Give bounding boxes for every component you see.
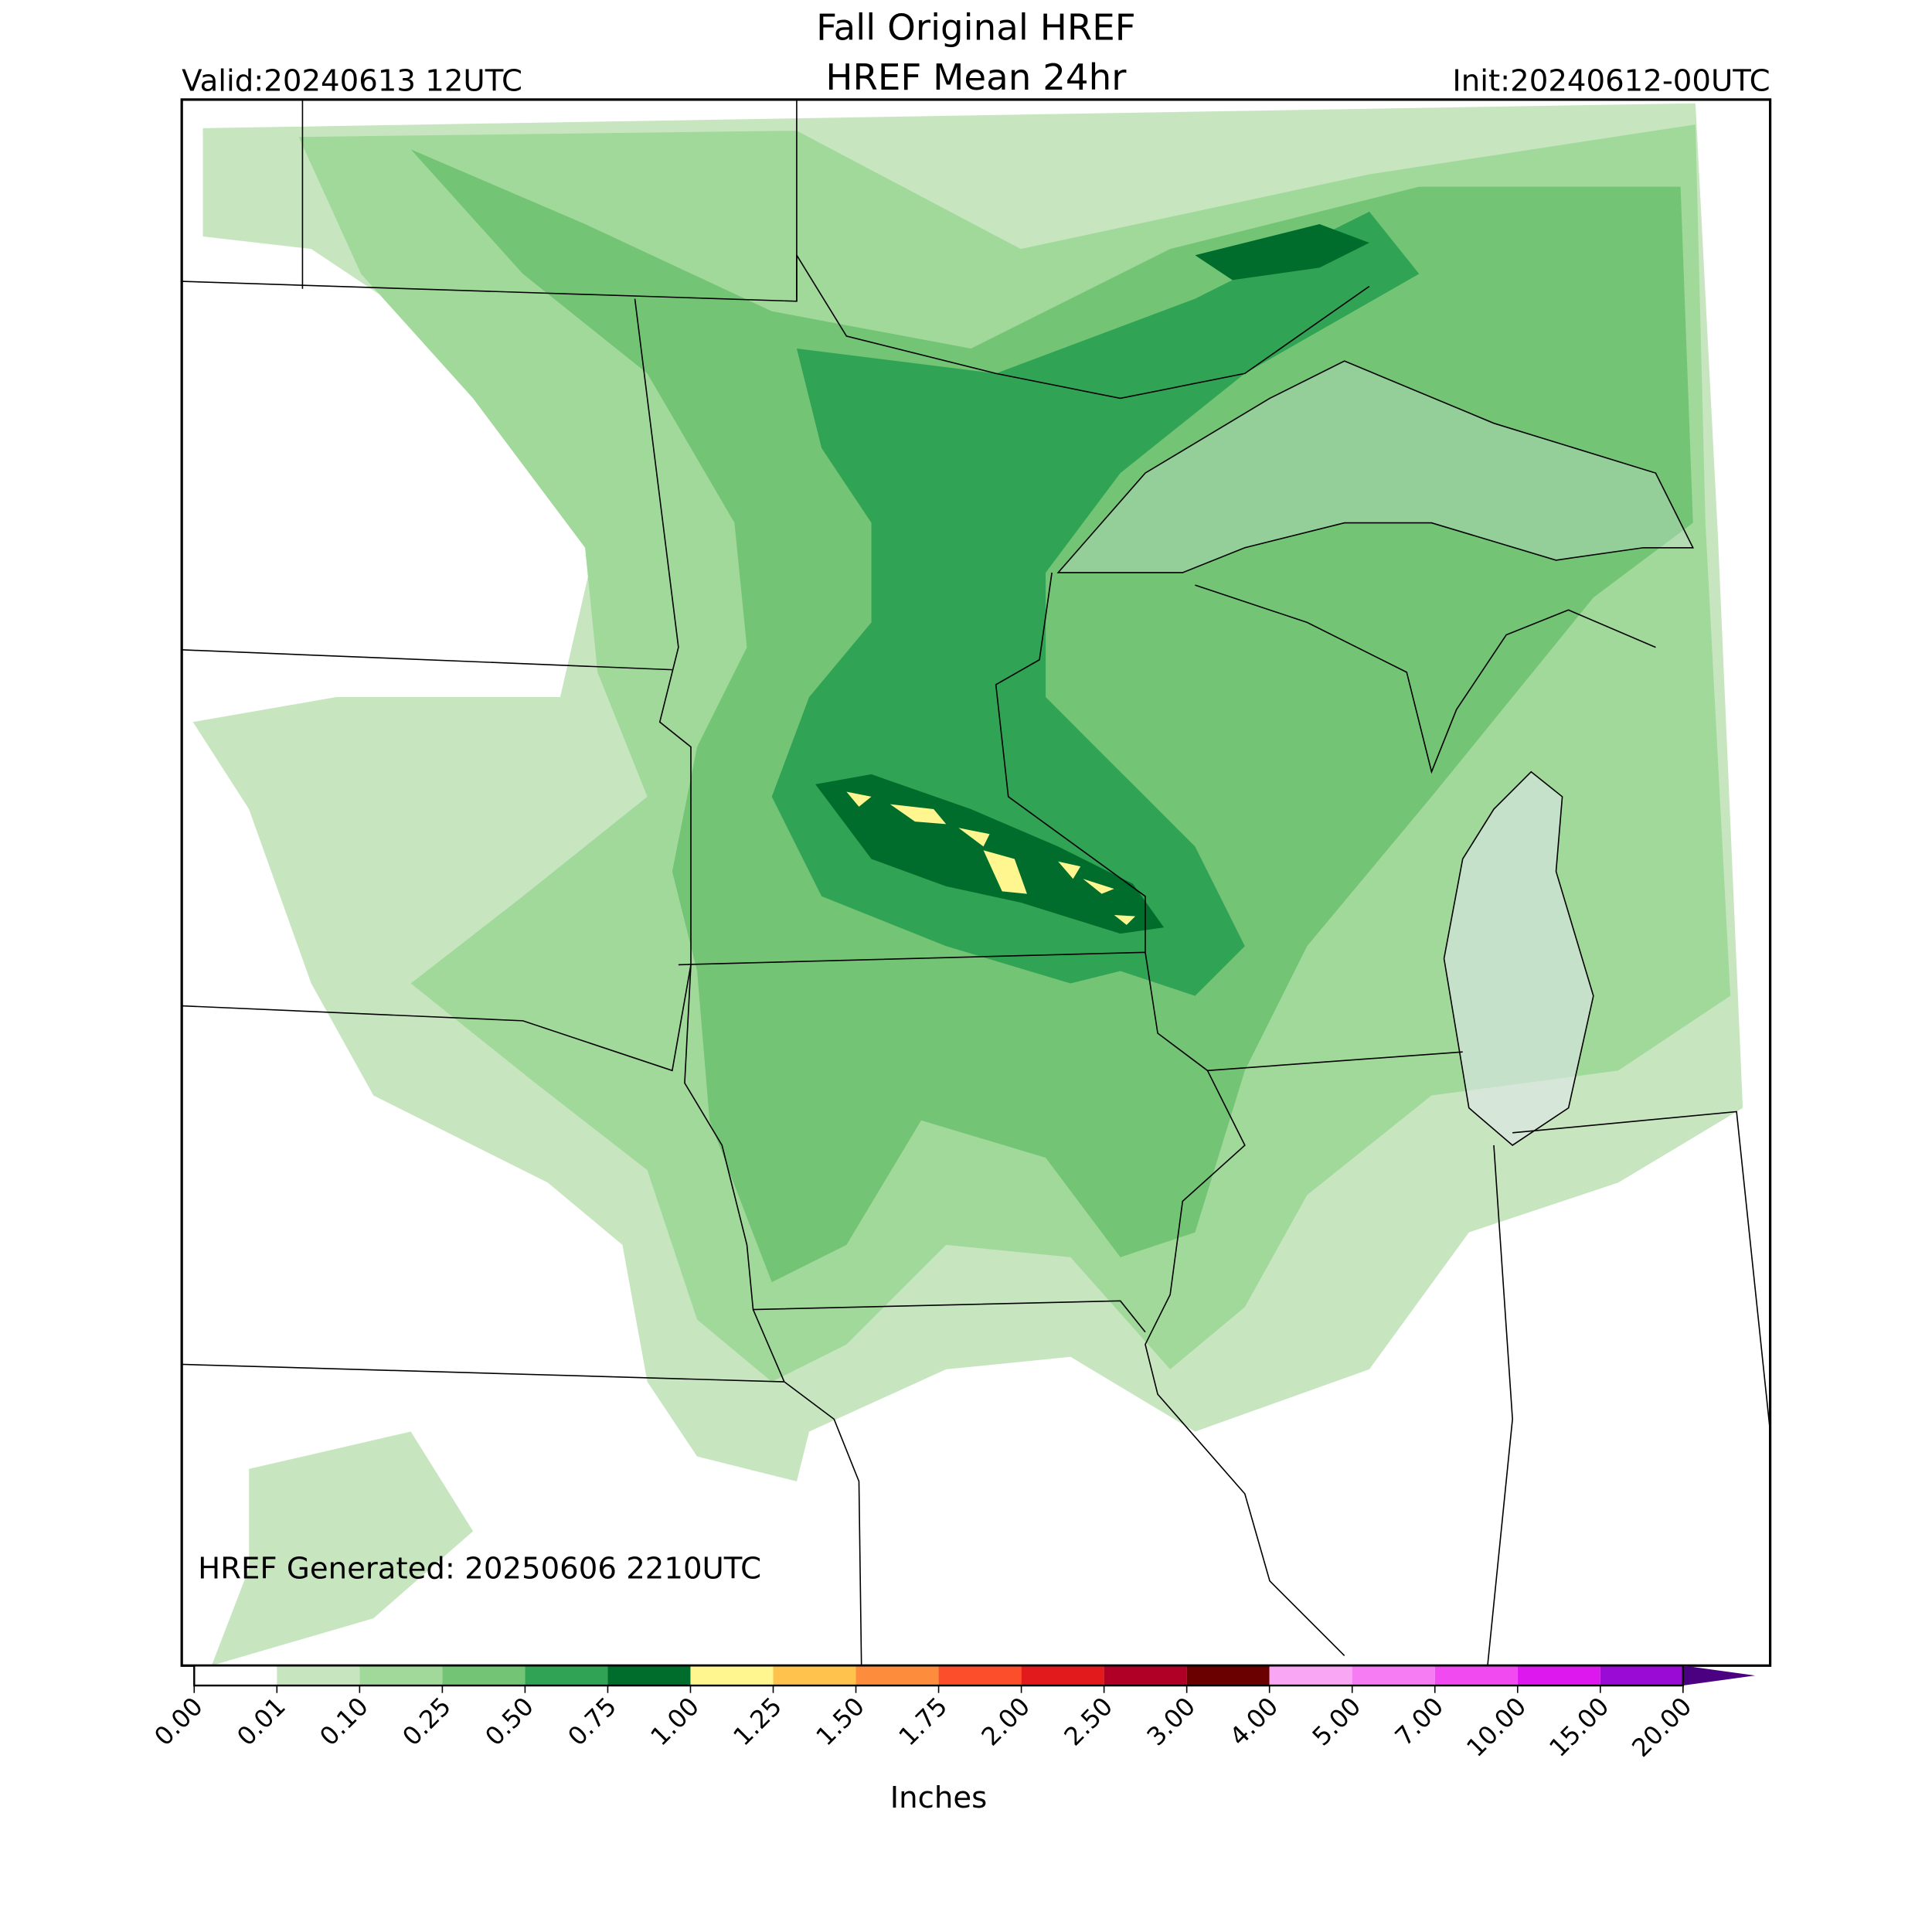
colorbar-tick-label: 2.00	[976, 1692, 1036, 1752]
colorbar-segment	[1269, 1665, 1352, 1686]
init-time: Init:20240612-00UTC	[1452, 64, 1770, 99]
colorbar-segment	[607, 1665, 691, 1686]
colorbar-segment	[855, 1665, 939, 1686]
colorbar-tick-label: 1.25	[727, 1692, 787, 1752]
colorbar-segment	[442, 1665, 526, 1686]
colorbar-tick-label: 10.00	[1461, 1692, 1532, 1763]
colorbar-segment	[1434, 1665, 1518, 1686]
colorbar-segment	[938, 1665, 1022, 1686]
colorbar-tick-label: 1.00	[645, 1692, 705, 1752]
colorbar-segment	[359, 1665, 443, 1686]
colorbar-segment	[1517, 1665, 1600, 1686]
colorbar-tick-label: 0.50	[479, 1692, 539, 1752]
colorbar-tick-label: 0.10	[314, 1692, 374, 1752]
colorbar-tick-label: 0.75	[562, 1692, 622, 1752]
colorbar-tick-label: 7.00	[1389, 1692, 1450, 1752]
title: Fall Original HREF	[816, 8, 1136, 49]
precip-sw	[211, 1431, 474, 1666]
colorbar-segment	[194, 1665, 277, 1686]
colorbar-tick-label: 4.00	[1224, 1692, 1284, 1752]
colorbar-segment	[1352, 1665, 1435, 1686]
colorbar-extend	[1682, 1665, 1756, 1686]
colorbar-tick-label: 2.50	[1059, 1692, 1119, 1752]
colorbar-tick-label: 15.00	[1543, 1692, 1614, 1763]
precip-075-north	[1195, 223, 1369, 281]
colorbar-segment	[1186, 1665, 1270, 1686]
colorbar-tick-label: 5.00	[1307, 1692, 1367, 1752]
colorbar-tick-label: 1.75	[893, 1692, 954, 1752]
colorbar-segment	[1104, 1665, 1187, 1686]
colorbar-segment	[277, 1665, 360, 1686]
colorbar-tick-label: 1.50	[811, 1692, 871, 1752]
state-borders	[182, 99, 1770, 1666]
precip-100	[846, 791, 1136, 925]
map	[182, 99, 1770, 1666]
colorbar-segment	[690, 1665, 774, 1686]
colorbar-segment	[1600, 1665, 1683, 1686]
colorbar-segment	[1021, 1665, 1104, 1686]
lake-superior	[1056, 360, 1695, 573]
colorbar-tick-label: 0.25	[396, 1692, 457, 1752]
lake-michigan	[1443, 770, 1594, 1146]
valid-time: Valid:20240613 12UTC	[182, 64, 522, 99]
colorbar: 0.00 0.01 0.10 0.25 0.50 0.75 1.00 1.25 1.50 1.75…	[148, 1665, 1756, 1763]
subtitle: HREF Mean 24hr	[825, 57, 1127, 99]
colorbar-tick-label: 0.01	[231, 1692, 291, 1752]
colorbar-segment	[773, 1665, 856, 1686]
colorbar-label: Inches	[890, 1781, 988, 1815]
colorbar-tick-label: 20.00	[1626, 1692, 1697, 1763]
colorbar-tick-label: 0.00	[148, 1692, 209, 1752]
generated-note: HREF Generated: 20250606 2210UTC	[198, 1552, 761, 1587]
colorbar-tick-label: 3.00	[1141, 1692, 1202, 1752]
colorbar-segment	[525, 1665, 608, 1686]
